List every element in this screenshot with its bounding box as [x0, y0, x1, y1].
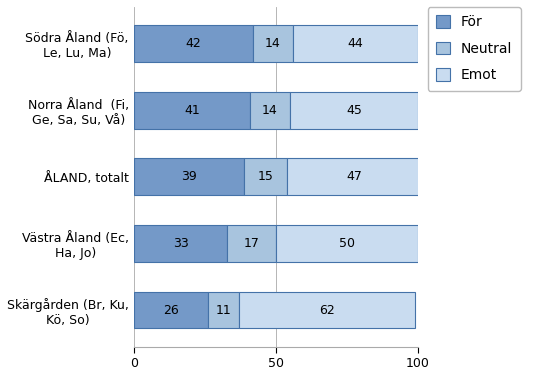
- Text: 14: 14: [262, 104, 278, 117]
- Bar: [134, 225, 227, 262]
- Text: 39: 39: [181, 170, 197, 183]
- Text: 47: 47: [346, 170, 362, 183]
- Bar: [134, 158, 245, 195]
- Bar: [208, 292, 239, 328]
- Bar: [134, 292, 208, 328]
- Bar: [290, 92, 418, 129]
- Bar: [276, 225, 418, 262]
- Legend: För, Neutral, Emot: För, Neutral, Emot: [428, 7, 521, 91]
- Bar: [253, 25, 293, 62]
- Text: 17: 17: [243, 237, 260, 250]
- Text: 44: 44: [348, 37, 363, 50]
- Text: 14: 14: [265, 37, 281, 50]
- Bar: [250, 92, 290, 129]
- Text: 41: 41: [184, 104, 200, 117]
- Text: 62: 62: [319, 303, 335, 317]
- Text: 45: 45: [346, 104, 362, 117]
- Bar: [134, 92, 250, 129]
- Bar: [134, 25, 253, 62]
- Text: 15: 15: [258, 170, 273, 183]
- Text: 33: 33: [173, 237, 188, 250]
- Text: 42: 42: [185, 37, 201, 50]
- Bar: [245, 158, 287, 195]
- Bar: [287, 158, 421, 195]
- Bar: [239, 292, 415, 328]
- Text: 11: 11: [216, 303, 231, 317]
- Text: 50: 50: [339, 237, 355, 250]
- Text: 26: 26: [163, 303, 178, 317]
- Bar: [227, 225, 276, 262]
- Bar: [293, 25, 418, 62]
